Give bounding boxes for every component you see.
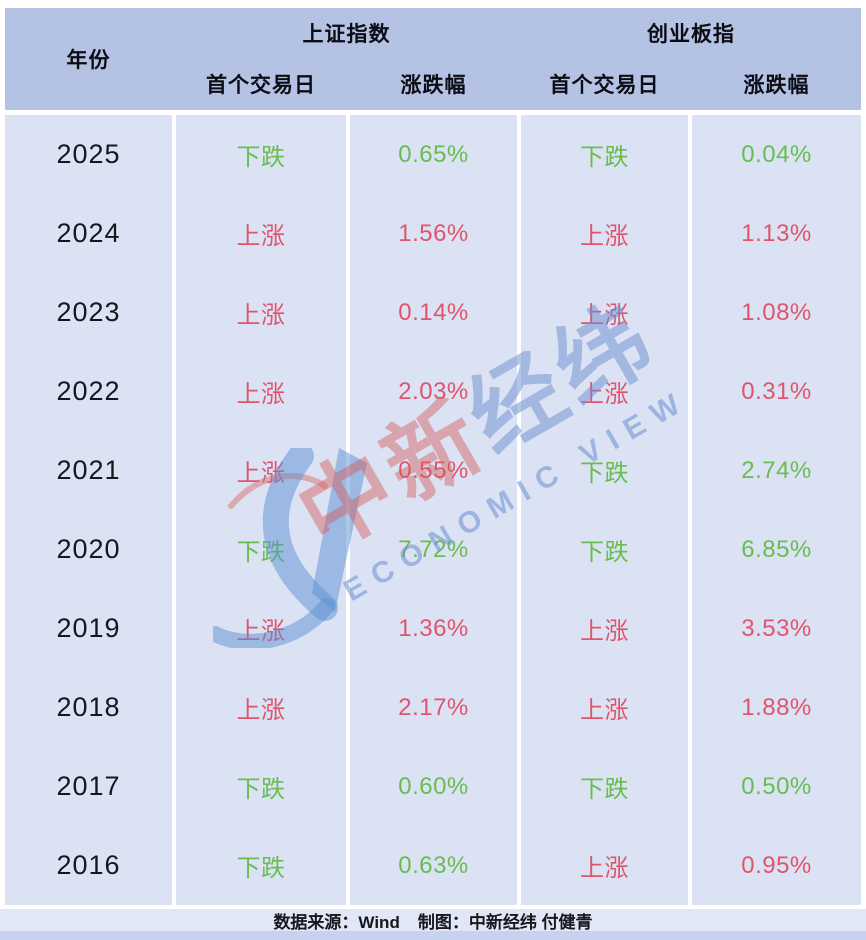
- sh-first-day-cell: 上涨: [176, 431, 346, 510]
- sh-change-cell: 0.60%: [350, 747, 517, 826]
- chinext-first-day-header: 首个交易日: [549, 74, 660, 97]
- data-source-label: 数据来源：Wind: [273, 912, 400, 932]
- sh-first-day-cell: 下跌: [176, 747, 346, 826]
- year-cell: 2022: [5, 352, 172, 431]
- sh-first-day-cell: 上涨: [176, 352, 346, 431]
- sh-first-day-cell: 下跌: [176, 510, 346, 589]
- sh-change-cell: 1.36%: [350, 589, 517, 668]
- chinext-first-day-cell: 上涨: [521, 826, 688, 905]
- year-cell: 2024: [5, 194, 172, 273]
- sh-change-cell: 0.14%: [350, 273, 517, 352]
- year-cell: 2017: [5, 747, 172, 826]
- year-cell: 2020: [5, 510, 172, 589]
- year-cell: 2019: [5, 589, 172, 668]
- sh-change-cell: 0.63%: [350, 826, 517, 905]
- year-cell: 2023: [5, 273, 172, 352]
- chinext-first-day-cell: 上涨: [521, 668, 688, 747]
- sh-change-cell: 2.03%: [350, 352, 517, 431]
- chinext-first-day-cell: 下跌: [521, 747, 688, 826]
- credit-bar: 数据来源：Wind 制图：中新经纬 付健青: [0, 909, 866, 932]
- chinext-change-cell: 1.08%: [692, 273, 861, 352]
- bottom-accent-band: [0, 931, 866, 940]
- chinext-change-cell: 0.31%: [692, 352, 861, 431]
- chinext-change-header: 涨跌幅: [743, 74, 810, 97]
- chinext-change-cell: 0.95%: [692, 826, 861, 905]
- sh-index-group-header: 上证指数: [302, 23, 391, 46]
- sh-first-day-cell: 上涨: [176, 589, 346, 668]
- sh-first-day-cell: 上涨: [176, 668, 346, 747]
- sh-first-day-cell: 下跌: [176, 115, 346, 194]
- chinext-change-cell: 1.13%: [692, 194, 861, 273]
- index-performance-table: 年份 上证指数 创业板指 首个交易日 涨跌幅 首个交易日 涨跌幅 2025 下跌 0…: [5, 8, 861, 905]
- table-body: 2025 下跌 0.65% 下跌 0.04% 2024 上涨 1.56% 上涨 1.13% 2023…: [5, 115, 861, 905]
- chinext-change-cell: 1.88%: [692, 668, 861, 747]
- chinext-first-day-cell: 上涨: [521, 273, 688, 352]
- chinext-first-day-cell: 下跌: [521, 431, 688, 510]
- chinext-change-cell: 3.53%: [692, 589, 861, 668]
- sh-first-day-cell: 上涨: [176, 273, 346, 352]
- year-cell: 2025: [5, 115, 172, 194]
- sh-change-cell: 0.55%: [350, 431, 517, 510]
- chinext-first-day-cell: 上涨: [521, 352, 688, 431]
- year-cell: 2016: [5, 826, 172, 905]
- sh-change-cell: 7.72%: [350, 510, 517, 589]
- chinext-first-day-cell: 下跌: [521, 115, 688, 194]
- chinext-change-cell: 0.04%: [692, 115, 861, 194]
- sh-change-cell: 2.17%: [350, 668, 517, 747]
- chart-credit-label: 制图：中新经纬 付健青: [417, 912, 593, 932]
- chinext-change-cell: 6.85%: [692, 510, 861, 589]
- sh-first-day-cell: 下跌: [176, 826, 346, 905]
- chinext-first-day-cell: 下跌: [521, 510, 688, 589]
- chinext-first-day-cell: 上涨: [521, 194, 688, 273]
- sh-first-day-cell: 上涨: [176, 194, 346, 273]
- chinext-change-cell: 2.74%: [692, 431, 861, 510]
- year-cell: 2018: [5, 668, 172, 747]
- sh-change-cell: 1.56%: [350, 194, 517, 273]
- sh-change-cell: 0.65%: [350, 115, 517, 194]
- sh-change-header: 涨跌幅: [400, 74, 467, 97]
- chinext-first-day-cell: 上涨: [521, 589, 688, 668]
- chinext-index-group-header: 创业板指: [647, 23, 735, 46]
- year-column-header: 年份: [66, 49, 111, 72]
- chinext-change-cell: 0.50%: [692, 747, 861, 826]
- year-cell: 2021: [5, 431, 172, 510]
- table-header: 年份 上证指数 创业板指 首个交易日 涨跌幅 首个交易日 涨跌幅: [5, 8, 861, 110]
- sh-first-day-header: 首个交易日: [206, 74, 316, 97]
